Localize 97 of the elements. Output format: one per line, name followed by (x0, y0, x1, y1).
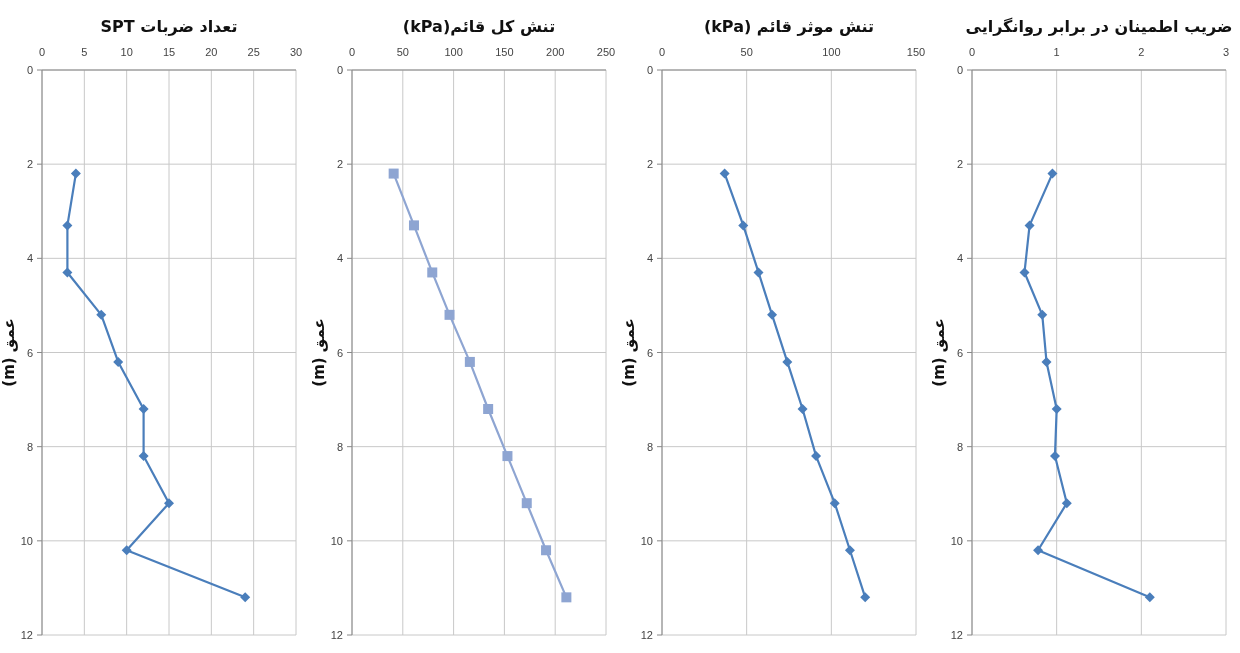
y-tick-label: 4 (336, 252, 343, 265)
point (521, 498, 532, 509)
y-tick-label: 0 (26, 64, 33, 76)
y-tick-label: 2 (26, 158, 33, 171)
y-tick-label: 10 (640, 534, 653, 547)
point (1037, 309, 1048, 320)
point (1061, 498, 1072, 509)
point (782, 356, 793, 367)
point (1049, 451, 1060, 462)
y-tick-label: 12 (20, 629, 33, 641)
point (797, 404, 808, 414)
y-axis-title: عمق (m) (930, 318, 948, 387)
x-tick-label: 100 (444, 46, 463, 58)
y-tick-label: 4 (956, 252, 963, 265)
y-tick-label: 6 (336, 346, 343, 359)
y-tick-label: 8 (26, 440, 33, 453)
x-tick-label: 0 (348, 46, 356, 58)
point (444, 309, 455, 320)
y-tick-label: 6 (646, 346, 653, 359)
x-tick-label: 15 (162, 46, 176, 58)
point (1033, 545, 1044, 556)
point (138, 451, 149, 462)
point (1047, 168, 1058, 179)
y-tick-label: 6 (26, 346, 33, 359)
point (1041, 356, 1052, 367)
x-tick-label: 0 (968, 46, 976, 58)
x-tick-label: 10 (120, 46, 133, 58)
chart-title: تعداد ضربات SPT (100, 17, 238, 36)
y-tick-label: 10 (20, 534, 33, 547)
y-tick-label: 4 (26, 252, 33, 265)
x-tick-label: 1 (1053, 46, 1060, 58)
x-tick-label: 2 (1138, 46, 1145, 58)
x-tick-label: 50 (740, 46, 753, 58)
point (860, 592, 871, 603)
y-tick-label: 0 (956, 64, 963, 76)
y-tick-label: 10 (950, 534, 963, 547)
point (96, 309, 107, 320)
point (561, 592, 572, 603)
point (427, 267, 438, 278)
x-tick-label: 25 (247, 46, 260, 58)
point (541, 545, 552, 556)
point (121, 545, 132, 556)
point (1144, 592, 1155, 603)
point (464, 356, 475, 367)
point (164, 498, 174, 509)
y-tick-label: 0 (646, 64, 653, 76)
point (719, 168, 730, 179)
point (502, 451, 513, 462)
chart-title: تنش موثر قائم (kPa) (703, 17, 875, 36)
x-tick-label: 0 (658, 46, 666, 58)
y-tick-label: 2 (336, 158, 343, 171)
point (62, 267, 73, 278)
point (138, 404, 149, 414)
x-tick-label: 150 (906, 46, 926, 58)
point (1019, 267, 1030, 278)
point (408, 220, 419, 231)
point (829, 498, 840, 509)
x-tick-label: 150 (495, 46, 514, 58)
y-tick-label: 10 (330, 534, 343, 547)
y-tick-label: 2 (956, 158, 963, 171)
x-tick-label: 20 (205, 46, 218, 58)
x-tick-label: 200 (546, 46, 565, 58)
point (483, 404, 494, 414)
y-tick-label: 6 (956, 346, 963, 359)
point (767, 309, 778, 320)
x-tick-label: 30 (289, 46, 303, 58)
y-tick-label: 12 (640, 629, 653, 641)
y-tick-label: 4 (646, 252, 653, 265)
y-tick-label: 8 (646, 440, 653, 453)
point (753, 267, 764, 278)
y-tick-label: 2 (646, 158, 653, 171)
point (70, 168, 81, 179)
y-tick-label: 12 (330, 629, 343, 641)
y-axis-title: عمق (m) (620, 318, 638, 387)
y-tick-label: 0 (336, 64, 343, 76)
x-tick-label: 250 (596, 46, 616, 58)
x-tick-label: 0 (38, 46, 46, 58)
point (62, 220, 73, 231)
y-tick-label: 8 (336, 440, 343, 453)
point (811, 451, 822, 462)
point (844, 545, 855, 556)
y-axis-title: عمق (m) (310, 318, 328, 387)
point (738, 220, 749, 231)
chart-title: ضریب اطمینان در برابر روانگرایی (965, 17, 1233, 36)
point (388, 168, 399, 179)
chart-title: تنش کل قائم(kPa) (402, 17, 556, 36)
x-tick-label: 50 (396, 46, 409, 58)
point (240, 592, 251, 603)
x-tick-label: 3 (1222, 46, 1230, 58)
y-tick-label: 8 (956, 440, 963, 453)
x-tick-label: 100 (822, 46, 841, 58)
point (1051, 404, 1062, 414)
point (113, 356, 124, 367)
point (1024, 220, 1035, 231)
y-tick-label: 12 (950, 629, 963, 641)
x-tick-label: 5 (81, 46, 88, 58)
y-axis-title: عمق (m) (0, 318, 18, 387)
